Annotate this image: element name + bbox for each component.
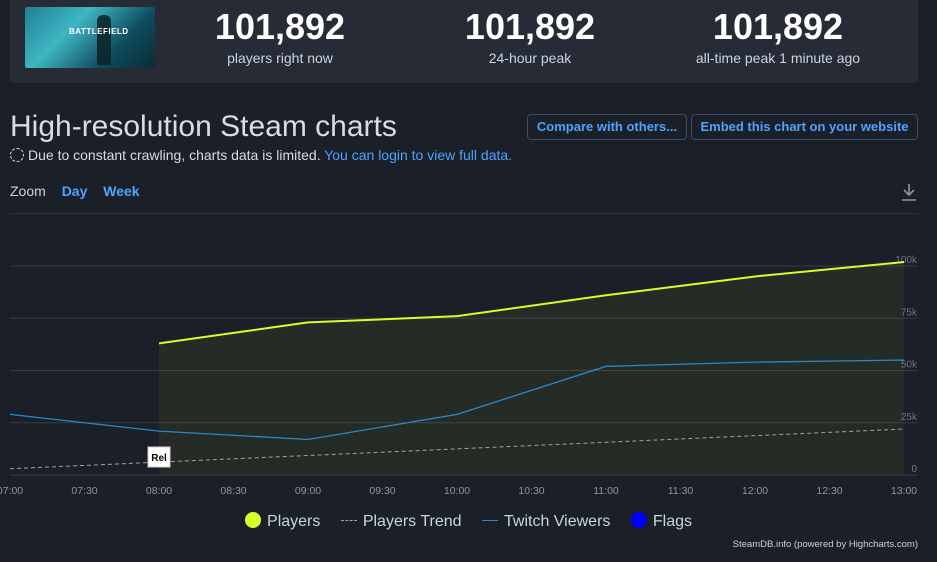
legend-flags[interactable]: Flags bbox=[630, 512, 692, 531]
player-chart: 0 25k 50k 75k 100k 07:00 07:30 08:00 08:30 09:00 0… bbox=[0, 255, 918, 497]
stat-current: 101,892 players right now bbox=[180, 6, 380, 68]
page-title: High-resolution Steam charts bbox=[10, 110, 397, 143]
x-tick-label: 11:30 bbox=[668, 485, 694, 497]
embed-button[interactable]: Embed this chart on your website bbox=[691, 114, 918, 140]
notice-text: Due to constant crawling, charts data is… bbox=[28, 147, 321, 163]
stat-alltime-value: 101,892 bbox=[712, 6, 844, 47]
legend-trend[interactable]: Players Trend bbox=[340, 512, 462, 531]
x-tick-label: 12:30 bbox=[816, 485, 842, 497]
zoom-label: Zoom bbox=[10, 183, 46, 199]
flag-marker bbox=[147, 446, 171, 468]
data-limit-notice: Due to constant crawling, charts data is… bbox=[10, 147, 512, 163]
stat-24h-value: 101,892 bbox=[464, 6, 596, 47]
x-tick-label: 10:30 bbox=[518, 485, 544, 497]
soldier-figure-icon bbox=[97, 15, 111, 65]
stat-current-label: players right now bbox=[227, 50, 333, 66]
players-dot-icon bbox=[245, 512, 262, 528]
dashed-circle-icon bbox=[10, 148, 24, 162]
legend-players[interactable]: Players bbox=[245, 512, 320, 531]
flag-label: Rel bbox=[151, 453, 167, 464]
players-line bbox=[158, 261, 905, 345]
x-tick-label: 12:00 bbox=[742, 485, 768, 497]
stat-current-value: 101,892 bbox=[214, 6, 346, 47]
chart-credit[interactable]: SteamDB.info (powered by Highcharts.com) bbox=[732, 539, 918, 550]
zoom-day-button[interactable]: Day bbox=[61, 183, 88, 199]
twitch-viewers-line bbox=[9, 359, 905, 441]
line-icon bbox=[482, 519, 498, 521]
stat-24h-peak: 101,892 24-hour peak bbox=[430, 6, 630, 68]
x-tick-label: 07:30 bbox=[71, 485, 97, 497]
legend-flags-label: Flags bbox=[652, 513, 692, 530]
x-tick-label: 07:00 bbox=[0, 485, 23, 497]
legend-trend-label: Players Trend bbox=[362, 512, 462, 530]
dashed-line-icon bbox=[340, 519, 357, 521]
stat-24h-label: 24-hour peak bbox=[488, 50, 572, 66]
zoom-week-button[interactable]: Week bbox=[103, 183, 140, 199]
chart-legend: Players Players Trend Twitch Viewers Fla… bbox=[0, 512, 937, 531]
stat-alltime-label: all-time peak 1 minute ago bbox=[695, 50, 861, 66]
game-thumbnail[interactable]: BATTLEFIELD bbox=[25, 7, 155, 68]
x-tick-label: 09:00 bbox=[295, 485, 321, 497]
x-tick-label: 13:00 bbox=[891, 485, 917, 497]
y-tick-label: 100k bbox=[895, 255, 918, 266]
x-tick-label: 11:00 bbox=[593, 485, 619, 497]
x-tick-label: 08:30 bbox=[220, 485, 246, 497]
zoom-controls: Zoom Day Week bbox=[10, 183, 140, 199]
players-area bbox=[159, 262, 904, 475]
login-link[interactable]: You can login to view full data. bbox=[324, 147, 513, 163]
x-tick-label: 09:30 bbox=[369, 485, 395, 497]
stat-alltime-peak: 101,892 all-time peak 1 minute ago bbox=[678, 6, 878, 68]
y-tick-label: 0 bbox=[911, 464, 917, 475]
legend-twitch-label: Twitch Viewers bbox=[504, 512, 611, 530]
x-tick-label: 08:00 bbox=[146, 485, 172, 497]
x-tick-label: 10:00 bbox=[444, 485, 470, 497]
y-tick-label: 50k bbox=[901, 360, 918, 371]
legend-twitch[interactable]: Twitch Viewers bbox=[482, 513, 610, 531]
legend-players-label: Players bbox=[267, 513, 321, 530]
y-tick-label: 25k bbox=[901, 412, 918, 423]
flags-dot-icon bbox=[630, 512, 647, 528]
download-icon[interactable] bbox=[900, 182, 918, 202]
game-logo-text: BATTLEFIELD bbox=[69, 27, 129, 36]
compare-button[interactable]: Compare with others... bbox=[527, 114, 687, 140]
stats-bar: BATTLEFIELD 101,892 players right now 10… bbox=[10, 0, 918, 83]
chart-divider bbox=[10, 213, 918, 214]
y-tick-label: 75k bbox=[901, 307, 918, 318]
